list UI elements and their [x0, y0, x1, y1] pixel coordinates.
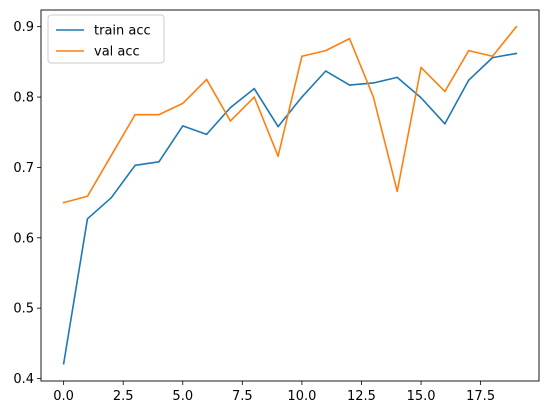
- series-1-point-18: [491, 55, 494, 58]
- x-tick-label-3: 7.5: [232, 389, 253, 404]
- series-line-0: [62, 52, 518, 365]
- series-1-point-11: [324, 49, 327, 52]
- series-1-point-2: [110, 154, 113, 157]
- series-0-point-10: [301, 96, 303, 98]
- series-1-point-6: [205, 78, 208, 81]
- legend-label-0: train acc: [94, 24, 151, 39]
- series-1-point-16: [444, 90, 446, 93]
- y-tick-label-1: 0.5: [13, 302, 34, 317]
- series-0-point-2: [110, 196, 113, 199]
- series-1-point-17: [467, 49, 470, 52]
- series-0-point-8: [253, 87, 256, 90]
- series-0-point-5: [181, 125, 184, 127]
- series-1-point-19: [515, 25, 518, 28]
- series-0-point-16: [444, 122, 446, 125]
- y-tick-label-3: 0.7: [13, 161, 34, 176]
- series-0-point-1: [86, 217, 89, 220]
- series-0-point-6: [205, 133, 208, 136]
- series-1-point-4: [158, 113, 160, 116]
- series-0-point-14: [396, 76, 399, 79]
- series-0-point-0: [62, 362, 65, 365]
- plot-frame: [40, 9, 540, 382]
- series-1-point-3: [134, 113, 136, 116]
- series-1-point-7: [229, 120, 232, 122]
- series-0-point-13: [372, 82, 375, 84]
- y-tick-label-4: 0.8: [13, 91, 34, 106]
- series-0-point-3: [134, 164, 136, 167]
- plot-area: [41, 10, 539, 381]
- series-0-point-4: [158, 160, 160, 163]
- series-1-point-1: [86, 195, 89, 198]
- x-tick-label-0: 0.0: [53, 389, 74, 404]
- legend: train acc val acc: [47, 14, 165, 64]
- series-0-point-11: [324, 70, 327, 72]
- x-tick-label-7: 17.5: [466, 389, 495, 404]
- series-1-point-0: [62, 201, 65, 204]
- series-1-point-10: [301, 55, 303, 58]
- series-1-point-5: [181, 102, 184, 105]
- series-1-point-15: [420, 66, 422, 69]
- y-axis: 0.4 0.5 0.6 0.7 0.8 0.9: [13, 20, 41, 387]
- x-tick-label-6: 15.0: [407, 389, 436, 404]
- x-tick-label-4: 10.0: [287, 389, 316, 404]
- series-0-point-12: [348, 84, 351, 86]
- x-tick-label-5: 12.5: [347, 389, 376, 404]
- series-1-point-8: [253, 96, 256, 98]
- legend-label-1: val acc: [94, 45, 140, 60]
- series-1-point-14: [396, 190, 399, 193]
- series-layer: [62, 25, 518, 365]
- series-0-point-19: [515, 52, 518, 55]
- y-tick-label-0: 0.4: [13, 372, 34, 387]
- y-tick-label-5: 0.9: [13, 20, 34, 35]
- y-tick-label-2: 0.6: [13, 231, 34, 246]
- series-0-point-18: [491, 56, 494, 59]
- x-tick-label-1: 2.5: [113, 389, 134, 404]
- series-0-point-7: [229, 106, 232, 109]
- x-axis: 0.0 2.5 5.0 7.5 10.0 12.5 15.0 17.5: [53, 381, 495, 404]
- series-1-point-9: [277, 155, 279, 157]
- series-1-point-12: [348, 37, 351, 40]
- x-tick-label-2: 5.0: [172, 389, 193, 404]
- series-0-point-17: [467, 79, 470, 81]
- series-line-1: [62, 25, 518, 204]
- series-1-point-13: [372, 96, 375, 98]
- series-0-point-9: [277, 125, 279, 128]
- series-0-point-15: [420, 96, 422, 99]
